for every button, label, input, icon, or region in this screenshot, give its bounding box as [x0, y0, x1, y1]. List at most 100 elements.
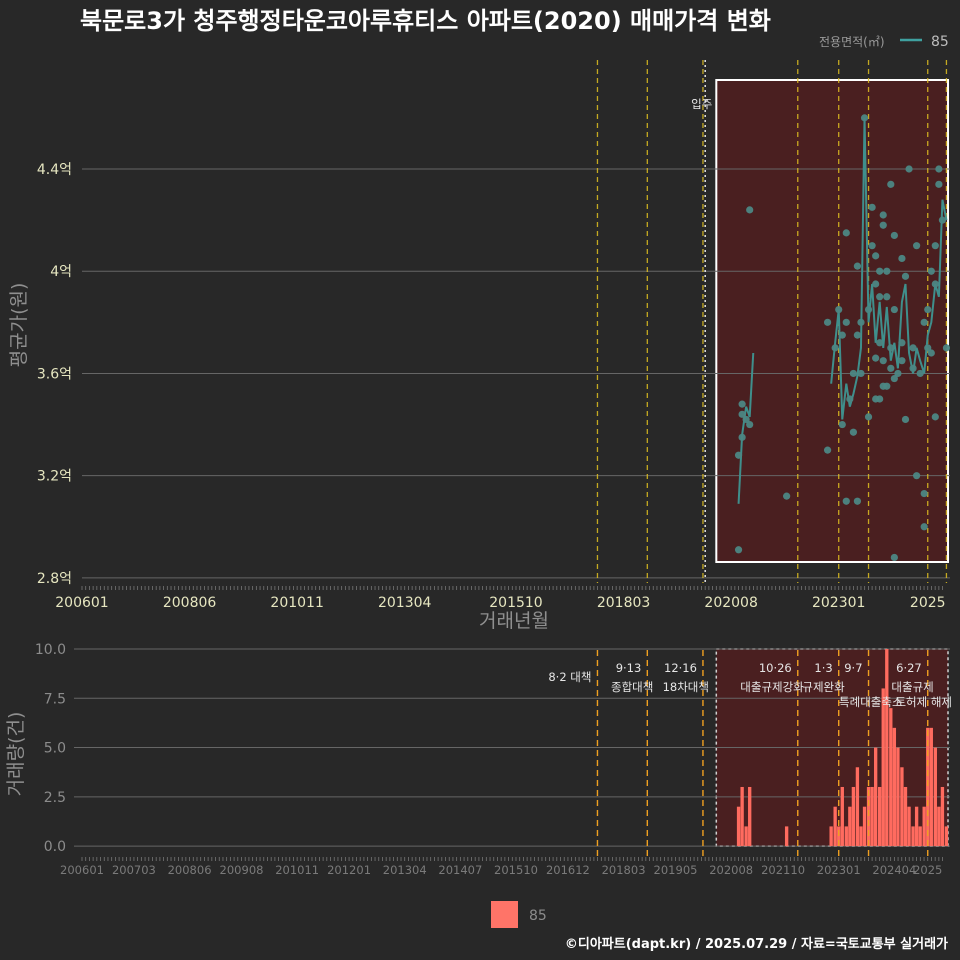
volume-bar: [933, 747, 937, 847]
price-point: [931, 242, 939, 250]
price-point: [898, 339, 906, 347]
top-x-tick-label: 202301: [812, 595, 865, 611]
top-y-tick-label: 4억: [50, 264, 72, 280]
price-point: [927, 349, 935, 357]
price-point: [842, 497, 850, 505]
price-point: [738, 410, 746, 418]
top-x-tick-label: 202008: [704, 595, 757, 611]
price-point: [890, 374, 898, 383]
price-point: [864, 413, 873, 421]
price-point: [890, 553, 898, 562]
legend-top-title: 전용면적(㎡): [819, 35, 885, 49]
volume-bar: [885, 649, 889, 847]
price-point: [783, 492, 791, 500]
legend-bottom-swatch: [491, 901, 518, 928]
price-point: [890, 305, 898, 314]
price-point: [942, 344, 951, 352]
top-y-tick-label: 3.6억: [37, 366, 72, 382]
price-point: [842, 229, 850, 237]
volume-bar: [873, 747, 878, 847]
volume-bar: [866, 786, 871, 847]
event-name-label: 대출규제강화: [740, 680, 804, 694]
price-point: [909, 344, 917, 352]
bottom-y-axis-title: 거래량(건): [5, 712, 27, 797]
bottom-y-tick-label: 5.0: [44, 741, 66, 757]
price-point: [920, 318, 928, 326]
price-point: [898, 357, 906, 365]
volume-bar: [851, 786, 856, 847]
legend-bottom-label: 85: [529, 908, 547, 924]
event-extra-label: 토허제 해제: [895, 695, 952, 709]
price-point: [842, 318, 850, 326]
bottom-x-tick-label: 200908: [220, 863, 264, 877]
price-point: [935, 180, 943, 188]
price-point: [894, 369, 902, 378]
price-point: [887, 364, 895, 372]
price-point: [864, 305, 873, 314]
price-point: [872, 252, 880, 260]
price-point: [872, 354, 880, 362]
price-point: [872, 280, 880, 288]
price-point: [935, 165, 943, 173]
volume-bar: [911, 826, 915, 847]
volume-bar: [870, 786, 874, 847]
event-name-label: 종합대책: [611, 680, 653, 694]
volume-bar: [926, 727, 930, 847]
price-point: [883, 382, 891, 390]
price-point: [835, 305, 843, 314]
event-date-label: 9·13: [616, 661, 642, 675]
top-y-tick-label: 2.8억: [37, 571, 72, 587]
volume-bar: [922, 806, 926, 847]
top-highlight-box: [715, 79, 949, 563]
price-point: [887, 344, 895, 352]
bottom-x-tick-label: 200601: [60, 863, 104, 877]
volume-bar: [900, 767, 904, 847]
price-point: [849, 369, 858, 378]
volume-bar: [784, 826, 789, 847]
bottom-x-tick-label: 201304: [383, 863, 427, 877]
price-point: [857, 369, 865, 378]
bottom-y-tick-label: 0.0: [44, 839, 66, 855]
volume-bar: [918, 826, 922, 847]
price-point: [876, 293, 884, 301]
bottom-x-tick-label: 201803: [602, 863, 646, 877]
volume-bar: [736, 806, 741, 847]
volume-bar: [896, 747, 900, 847]
price-point: [849, 428, 858, 436]
bottom-panel: 0.0 2.5 5.0 7.5 10.0 8·2 대책 9·13 종합대책 12·16 18차대책…: [35, 642, 952, 877]
price-point: [901, 415, 910, 424]
price-point: [838, 331, 846, 339]
price-point: [823, 318, 832, 326]
price-point: [924, 305, 932, 314]
volume-bar: [914, 806, 919, 847]
top-x-tick-label: 2025: [910, 595, 946, 611]
volume-bar: [903, 786, 908, 847]
volume-bar: [840, 786, 844, 847]
price-point: [823, 446, 832, 454]
top-panel: 2.8억 3.2억 3.6억 4억 4.4억 입주 200601 200806 201011 20…: [37, 60, 951, 611]
top-x-tick-label: 200806: [163, 595, 217, 611]
price-point: [734, 546, 743, 554]
move-in-label: 입주: [691, 97, 712, 111]
bottom-x-tick-label: 201612: [546, 863, 590, 877]
event-date-label: 8·2 대책: [548, 670, 591, 684]
bottom-x-tick-label: 200703: [112, 863, 156, 877]
chart-title: 북문로3가 청주행정타운코아루휴티스 아파트(2020) 매매가격 변화: [80, 7, 771, 35]
price-point: [738, 433, 746, 441]
price-point: [846, 395, 854, 403]
volume-bar: [844, 826, 848, 847]
price-point: [920, 523, 928, 531]
price-point: [887, 180, 895, 188]
price-point: [860, 114, 869, 122]
volume-bar: [855, 767, 860, 847]
bottom-x-tick-label: 2025: [913, 863, 942, 877]
bottom-x-tick-label: 201905: [654, 863, 698, 877]
price-point: [913, 242, 921, 250]
price-point: [883, 267, 891, 275]
price-point: [738, 400, 746, 408]
top-y-tick-label: 3.2억: [37, 469, 72, 485]
price-point: [853, 331, 862, 339]
bottom-x-tick-label: 201011: [275, 863, 319, 877]
top-x-tick-label: 201510: [489, 595, 542, 611]
